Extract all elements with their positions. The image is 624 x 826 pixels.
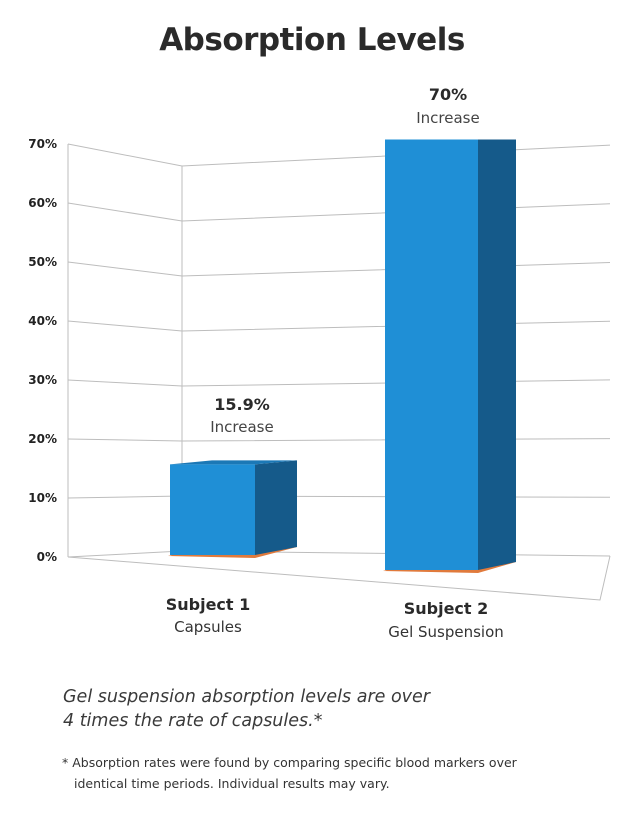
category-label: Subject 2 — [404, 599, 489, 618]
bar-side — [478, 139, 516, 570]
data-label-sub: Increase — [416, 109, 479, 127]
category-sublabel: Gel Suspension — [388, 623, 504, 641]
footnote-line-1: * Absorption rates were found by compari… — [62, 755, 517, 770]
y-tick-label: 0% — [37, 550, 57, 564]
data-label-value: 15.9% — [214, 395, 270, 414]
footnote: * Absorption rates were found by compari… — [62, 752, 582, 794]
gridline — [67, 143, 611, 167]
y-tick-label: 10% — [28, 491, 57, 505]
y-tick-label: 70% — [28, 137, 57, 151]
gridline — [67, 495, 611, 499]
y-tick-label: 30% — [28, 373, 57, 387]
bar-front — [170, 464, 255, 555]
bar-chart: 0% 10% 20% 30% 40% 50% 60% 70% 15.9% Increase Subj… — [28, 85, 611, 641]
summary-note: Gel suspension absorption levels are ove… — [63, 685, 583, 733]
floor-edge — [67, 555, 611, 601]
y-tick-label: 20% — [28, 432, 57, 446]
category-sublabel: Capsules — [174, 618, 242, 636]
y-tick-label: 60% — [28, 196, 57, 210]
y-tick-label: 40% — [28, 314, 57, 328]
data-label-value: 70% — [429, 85, 467, 104]
summary-note-line-2: 4 times the rate of capsules.* — [63, 711, 323, 731]
gridline — [67, 379, 611, 387]
gridline — [67, 261, 611, 277]
footnote-line-2: identical time periods. Individual resul… — [74, 776, 390, 791]
y-tick-label: 50% — [28, 255, 57, 269]
bar-front — [385, 139, 478, 570]
bar-top — [170, 460, 297, 465]
bar-side — [255, 460, 297, 555]
summary-note-line-1: Gel suspension absorption levels are ove… — [63, 687, 430, 707]
gridline — [67, 438, 611, 442]
chart-title: Absorption Levels — [159, 22, 465, 58]
gridline — [67, 202, 611, 222]
category-label: Subject 1 — [166, 595, 251, 614]
data-label-sub: Increase — [210, 418, 273, 436]
gridline — [67, 550, 611, 558]
gridline — [67, 320, 611, 332]
